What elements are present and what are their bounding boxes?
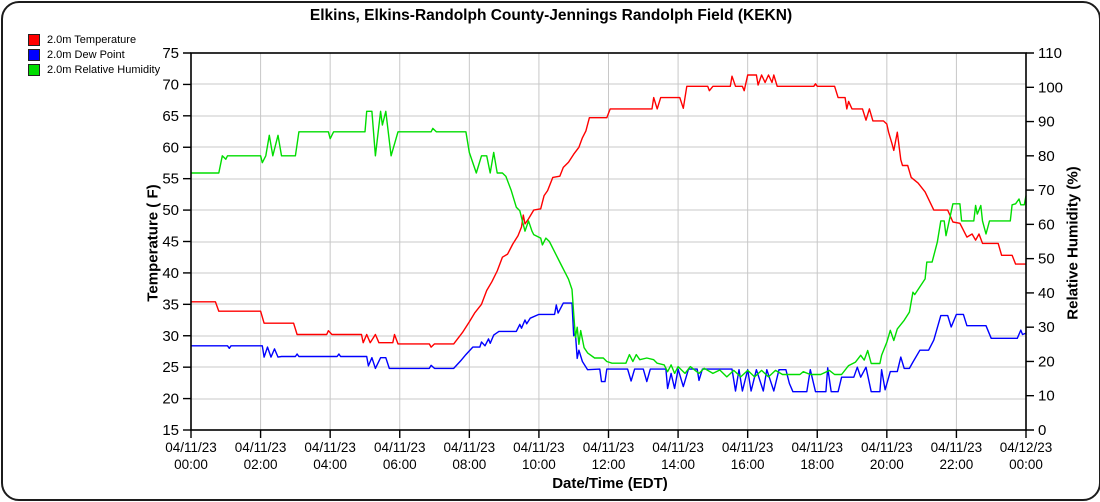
y-left-tick-label: 15 bbox=[162, 422, 179, 439]
x-tick-label-time: 18:00 bbox=[800, 457, 834, 472]
y-right-tick-label: 60 bbox=[1038, 216, 1055, 233]
x-tick-label-time: 00:00 bbox=[174, 457, 208, 472]
x-tick-label-date: 04/11/23 bbox=[165, 440, 217, 455]
x-tick-label-date: 04/11/23 bbox=[235, 440, 287, 455]
y-left-tick-label: 30 bbox=[162, 328, 179, 345]
y-right-tick-label: 70 bbox=[1038, 182, 1055, 199]
x-tick-label-date: 04/11/23 bbox=[931, 440, 983, 455]
x-tick-label-date: 04/11/23 bbox=[652, 440, 704, 455]
y-left-tick-label: 40 bbox=[162, 265, 179, 282]
x-tick-label-time: 00:00 bbox=[1009, 457, 1043, 472]
x-tick-label-date: 04/12/23 bbox=[1000, 440, 1053, 455]
legend-swatch-icon bbox=[28, 34, 40, 46]
legend: 2.0m Temperature 2.0m Dew Point 2.0m Relat… bbox=[28, 33, 160, 78]
y-left-tick-label: 70 bbox=[162, 76, 179, 93]
x-tick-label-time: 02:00 bbox=[244, 457, 278, 472]
y-left-tick-label: 25 bbox=[162, 359, 179, 376]
legend-label: 2.0m Relative Humidity bbox=[47, 64, 161, 76]
x-tick-label-date: 04/11/23 bbox=[304, 440, 356, 455]
x-tick-label-date: 04/11/23 bbox=[583, 440, 635, 455]
y-right-tick-label: 10 bbox=[1038, 388, 1055, 405]
x-tick-label-time: 04:00 bbox=[313, 457, 347, 472]
tick-labels: 15 20 25 30 35 40 45 50 55 60 65 70 75 0 10 20 30 40 50 60 7… bbox=[162, 45, 1063, 472]
y-right-tick-label: 110 bbox=[1038, 45, 1062, 62]
page-title: Elkins, Elkins-Randolph County-Jennings … bbox=[309, 7, 793, 24]
x-tick-label-date: 04/11/23 bbox=[444, 440, 496, 455]
x-tick-label-time: 14:00 bbox=[661, 457, 695, 472]
legend-item: 2.0m Dew Point bbox=[28, 48, 160, 62]
x-tick-label-date: 04/11/23 bbox=[374, 440, 426, 455]
x-tick-label-time: 12:00 bbox=[592, 457, 626, 472]
x-tick-label-time: 20:00 bbox=[870, 457, 904, 472]
y-left-tick-label: 45 bbox=[162, 234, 179, 251]
y-right-tick-label: 40 bbox=[1038, 285, 1055, 302]
legend-label: 2.0m Temperature bbox=[47, 34, 137, 46]
legend-item: 2.0m Relative Humidity bbox=[28, 63, 160, 77]
x-tick-label-date: 04/11/23 bbox=[861, 440, 913, 455]
legend-label: 2.0m Dew Point bbox=[47, 49, 125, 61]
y-left-tick-label: 75 bbox=[162, 45, 179, 62]
y-left-axis-title: Temperature ( F) bbox=[144, 184, 162, 302]
legend-item: 2.0m Temperature bbox=[28, 33, 160, 47]
y-right-axis-title: Relative Humidity (%) bbox=[1064, 166, 1082, 320]
y-right-tick-label: 0 bbox=[1038, 422, 1046, 439]
x-tick-label-date: 04/11/23 bbox=[513, 440, 565, 455]
x-tick-label-time: 06:00 bbox=[383, 457, 417, 472]
x-tick-label-time: 22:00 bbox=[940, 457, 974, 472]
legend-swatch-icon bbox=[28, 64, 40, 76]
gridlines bbox=[190, 52, 1027, 431]
y-right-tick-label: 30 bbox=[1038, 319, 1055, 336]
legend-swatch-icon bbox=[28, 49, 40, 61]
y-left-tick-label: 20 bbox=[162, 391, 179, 408]
x-tick-label-time: 16:00 bbox=[731, 457, 765, 472]
y-left-tick-label: 60 bbox=[162, 139, 179, 156]
chart-plot-area: 15 20 25 30 35 40 45 50 55 60 65 70 75 0 10 20 30 40 50 60 7… bbox=[162, 45, 1063, 472]
y-left-tick-label: 55 bbox=[162, 171, 179, 188]
2-0m-relative-humidity-line bbox=[191, 110, 1027, 378]
y-right-tick-label: 20 bbox=[1038, 353, 1055, 370]
y-right-tick-label: 90 bbox=[1038, 114, 1055, 131]
y-left-tick-label: 50 bbox=[162, 202, 179, 219]
2-0m-temperature-line bbox=[191, 74, 1026, 348]
2-0m-dew-point-line bbox=[191, 302, 1027, 393]
y-left-tick-label: 35 bbox=[162, 296, 179, 313]
x-tick-label-time: 08:00 bbox=[452, 457, 486, 472]
y-right-tick-label: 100 bbox=[1038, 79, 1063, 96]
y-right-tick-label: 50 bbox=[1038, 251, 1055, 268]
y-right-tick-label: 80 bbox=[1038, 148, 1055, 165]
x-axis-title: Date/Time (EDT) bbox=[552, 475, 668, 492]
y-left-tick-label: 65 bbox=[162, 108, 179, 125]
x-tick-label-date: 04/11/23 bbox=[791, 440, 843, 455]
x-tick-label-time: 10:00 bbox=[522, 457, 556, 472]
tick-marks bbox=[183, 52, 1034, 438]
x-tick-label-date: 04/11/23 bbox=[722, 440, 774, 455]
